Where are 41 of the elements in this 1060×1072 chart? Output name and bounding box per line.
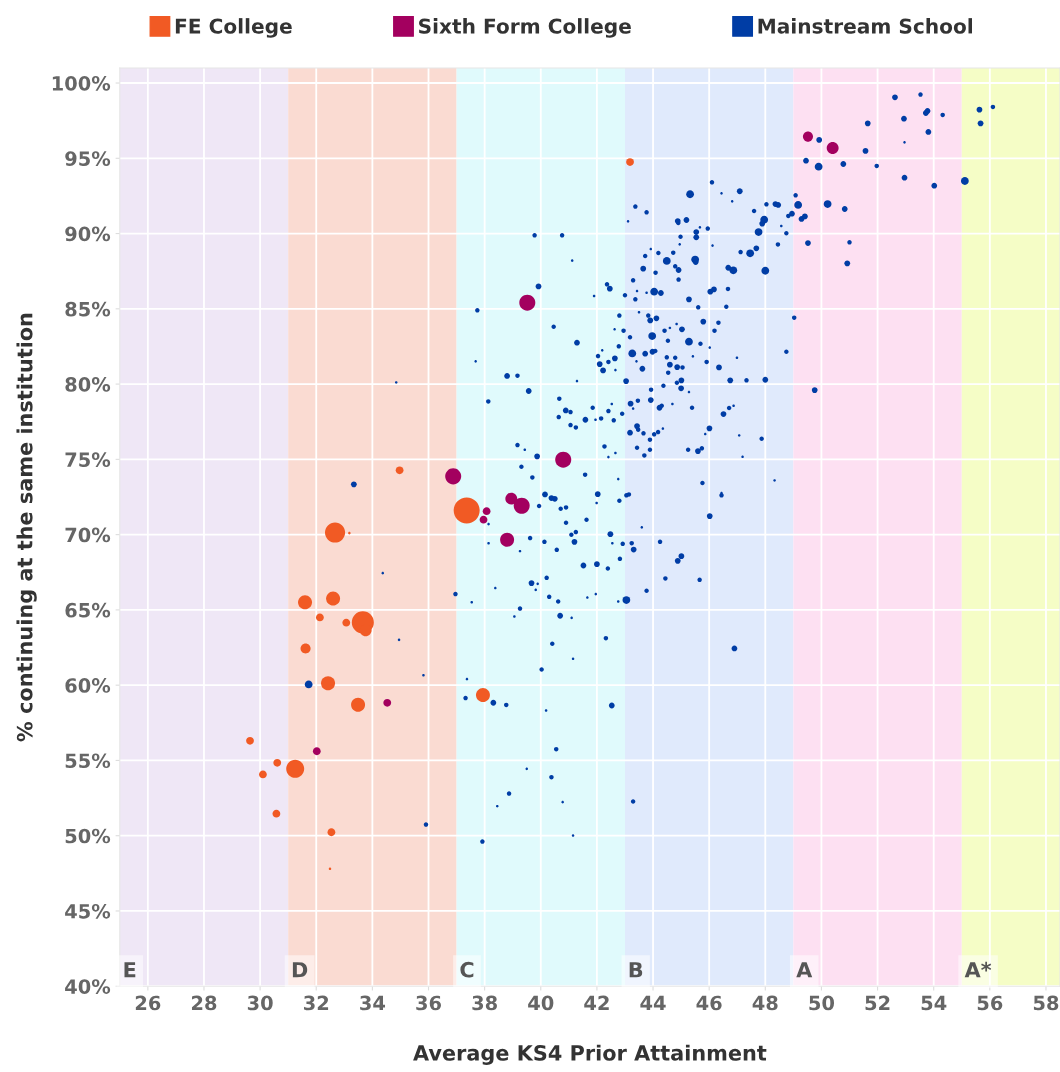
x-tick-label: 32	[304, 995, 329, 1011]
x-tick-label: 26	[135, 995, 161, 1011]
y-tick-label: 90%	[65, 226, 111, 242]
legend-label: Mainstream School	[758, 18, 973, 34]
y-tick-label: 50%	[65, 828, 111, 844]
x-tick-label: 34	[360, 995, 386, 1011]
band-label: C	[460, 961, 474, 978]
y-tick-label: 40%	[65, 979, 111, 994]
band-label: A*	[964, 961, 992, 978]
band-label: B	[629, 962, 643, 978]
y-tick-label: 80%	[65, 377, 111, 392]
band-label: E	[124, 962, 136, 978]
legend-label: Sixth Form College	[419, 18, 631, 38]
y-tick-label: 75%	[65, 452, 111, 468]
x-tick-label: 44	[640, 995, 666, 1011]
x-tick-label: 48	[752, 995, 778, 1011]
y-tick-label: 60%	[65, 678, 111, 693]
x-tick-label: 42	[584, 995, 609, 1011]
y-tick-label: 85%	[65, 301, 111, 317]
y-tick-label: 45%	[65, 903, 111, 919]
y-tick-label: 100%	[52, 75, 111, 91]
x-tick-label: 30	[247, 995, 273, 1011]
x-tick-label: 28	[191, 995, 217, 1011]
band-label: D	[292, 962, 308, 978]
x-tick-label: 58	[1033, 995, 1059, 1011]
y-axis-title: % continuing at the same institution	[16, 313, 37, 742]
x-axis-title: Average KS4 Prior Attainment	[413, 1044, 767, 1065]
x-tick-label: 54	[921, 995, 947, 1011]
x-tick-label: 46	[696, 995, 722, 1011]
x-tick-label: 56	[977, 995, 1003, 1011]
y-tick-label: 95%	[65, 151, 111, 166]
y-tick-label: 55%	[65, 753, 111, 769]
x-tick-label: 38	[472, 995, 497, 1011]
y-tick-label: 70%	[65, 527, 111, 543]
x-tick-label: 36	[416, 995, 441, 1011]
x-tick-label: 50	[809, 995, 835, 1011]
legend-label: FE College	[175, 18, 292, 38]
band-label: A	[796, 962, 813, 978]
x-tick-label: 52	[865, 995, 890, 1011]
x-tick-label: 40	[528, 995, 554, 1011]
y-tick-label: 65%	[65, 602, 111, 618]
